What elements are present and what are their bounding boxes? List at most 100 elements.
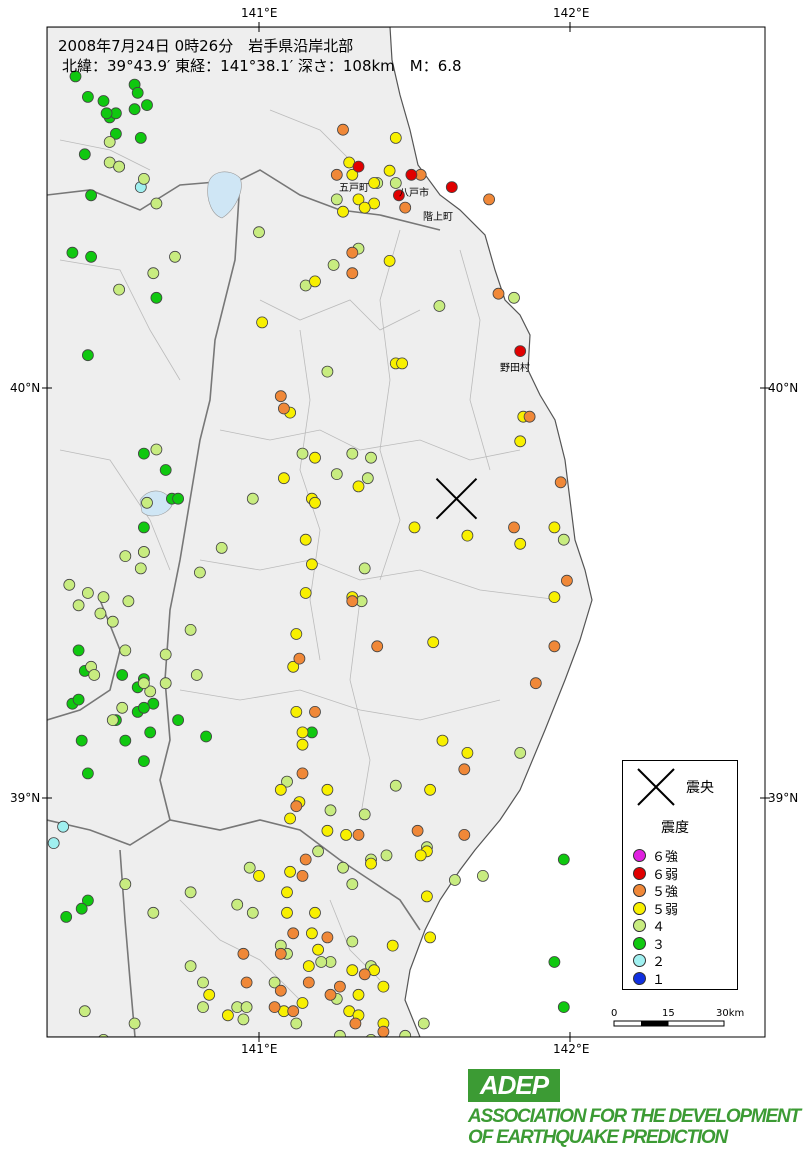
station-marker bbox=[337, 861, 349, 874]
station-marker bbox=[417, 1017, 430, 1030]
station-marker bbox=[338, 1043, 349, 1054]
station-marker bbox=[309, 451, 321, 464]
station-marker bbox=[246, 906, 259, 919]
station-marker bbox=[548, 521, 561, 534]
prefecture-boundary bbox=[47, 599, 121, 721]
station-marker bbox=[172, 492, 185, 505]
station-marker bbox=[131, 86, 144, 99]
station-marker bbox=[330, 468, 343, 481]
scale-label-15: 15 bbox=[662, 1008, 675, 1019]
header-line-2: 北緯：39°43.9′ 東経：141°38.1′ 深さ：108km M：6.8 bbox=[62, 57, 462, 75]
station-marker bbox=[483, 193, 496, 206]
station-marker bbox=[85, 250, 97, 263]
station-marker bbox=[302, 960, 315, 972]
station-marker bbox=[427, 636, 440, 649]
station-marker bbox=[346, 267, 359, 280]
station-marker bbox=[197, 976, 209, 989]
station-marker bbox=[352, 829, 365, 841]
scale-label-0: 0 bbox=[611, 1008, 618, 1019]
station-marker bbox=[557, 533, 570, 546]
station-marker bbox=[346, 595, 359, 608]
station-marker bbox=[557, 1001, 570, 1013]
legend-label: ６強 bbox=[652, 850, 679, 865]
station-marker bbox=[237, 1013, 250, 1026]
station-marker bbox=[103, 136, 116, 148]
station-marker bbox=[458, 763, 471, 776]
station-marker bbox=[461, 747, 474, 759]
station-marker bbox=[361, 472, 374, 485]
station-marker bbox=[346, 447, 359, 460]
station-marker bbox=[514, 537, 527, 550]
station-marker bbox=[305, 558, 318, 571]
station-marker bbox=[358, 808, 371, 821]
station-marker bbox=[315, 956, 328, 968]
legend: 震央 震度 ６強 ６弱 ５強 ５弱 ４ ３ ２ １ bbox=[622, 760, 738, 990]
epicenter-marker bbox=[435, 477, 478, 520]
station-marker bbox=[137, 172, 150, 185]
station-marker bbox=[253, 226, 265, 239]
station-marker bbox=[243, 861, 256, 874]
legend-label: ５弱 bbox=[652, 902, 679, 918]
station-marker bbox=[433, 300, 446, 312]
town-label: 五戸町 bbox=[339, 183, 369, 194]
logo-abbr: ADEP bbox=[479, 1070, 549, 1100]
station-marker bbox=[284, 812, 297, 825]
legend-label: ２ bbox=[652, 955, 666, 970]
legend-label: １ bbox=[652, 972, 666, 988]
station-marker bbox=[299, 587, 312, 599]
station-marker bbox=[554, 476, 567, 489]
station-marker bbox=[150, 443, 163, 456]
station-marker bbox=[508, 521, 520, 534]
station-marker bbox=[274, 984, 287, 997]
station-marker bbox=[172, 714, 185, 726]
station-marker bbox=[389, 177, 402, 189]
station-marker bbox=[396, 357, 409, 370]
station-marker bbox=[309, 706, 321, 718]
station-marker bbox=[231, 898, 244, 911]
station-marker bbox=[184, 960, 197, 972]
station-marker bbox=[333, 980, 346, 993]
station-marker bbox=[461, 529, 474, 542]
lon-tick-bottom-142: 142°E bbox=[553, 1042, 590, 1056]
lon-tick-bottom-141: 141°E bbox=[241, 1042, 278, 1056]
station-marker bbox=[330, 168, 343, 181]
station-marker bbox=[110, 127, 122, 140]
town-label: 野田村 bbox=[500, 363, 530, 374]
station-marker bbox=[97, 591, 110, 603]
station-marker bbox=[119, 644, 132, 657]
station-marker bbox=[85, 189, 97, 202]
station-marker bbox=[349, 1017, 362, 1030]
station-marker bbox=[82, 894, 94, 907]
legend-label: ６弱 bbox=[652, 867, 679, 883]
station-marker bbox=[383, 164, 396, 177]
station-marker bbox=[88, 669, 101, 681]
station-marker bbox=[346, 935, 359, 948]
station-marker bbox=[63, 578, 76, 591]
epicenter-legend-icon bbox=[637, 768, 675, 806]
station-marker bbox=[377, 980, 390, 993]
station-marker bbox=[321, 783, 334, 796]
map-frame bbox=[46, 26, 766, 1038]
station-marker bbox=[141, 496, 153, 509]
station-marker bbox=[296, 726, 309, 739]
station-marker bbox=[309, 496, 321, 509]
station-marker bbox=[296, 767, 309, 780]
station-marker bbox=[330, 193, 343, 206]
station-marker bbox=[346, 246, 359, 259]
station-marker bbox=[458, 829, 471, 841]
station-marker bbox=[60, 911, 73, 923]
station-marker bbox=[72, 693, 85, 706]
station-marker bbox=[137, 677, 150, 690]
legend-swatch bbox=[633, 971, 646, 985]
station-marker bbox=[47, 837, 60, 849]
station-marker bbox=[386, 939, 399, 952]
legend-swatch bbox=[633, 866, 646, 880]
station-marker bbox=[159, 648, 172, 661]
legend-swatch bbox=[633, 901, 646, 915]
station-marker bbox=[119, 734, 132, 747]
station-marker bbox=[137, 447, 150, 460]
station-marker bbox=[122, 595, 135, 608]
station-marker bbox=[352, 480, 365, 493]
station-marker bbox=[97, 95, 110, 107]
station-marker bbox=[290, 1017, 303, 1030]
